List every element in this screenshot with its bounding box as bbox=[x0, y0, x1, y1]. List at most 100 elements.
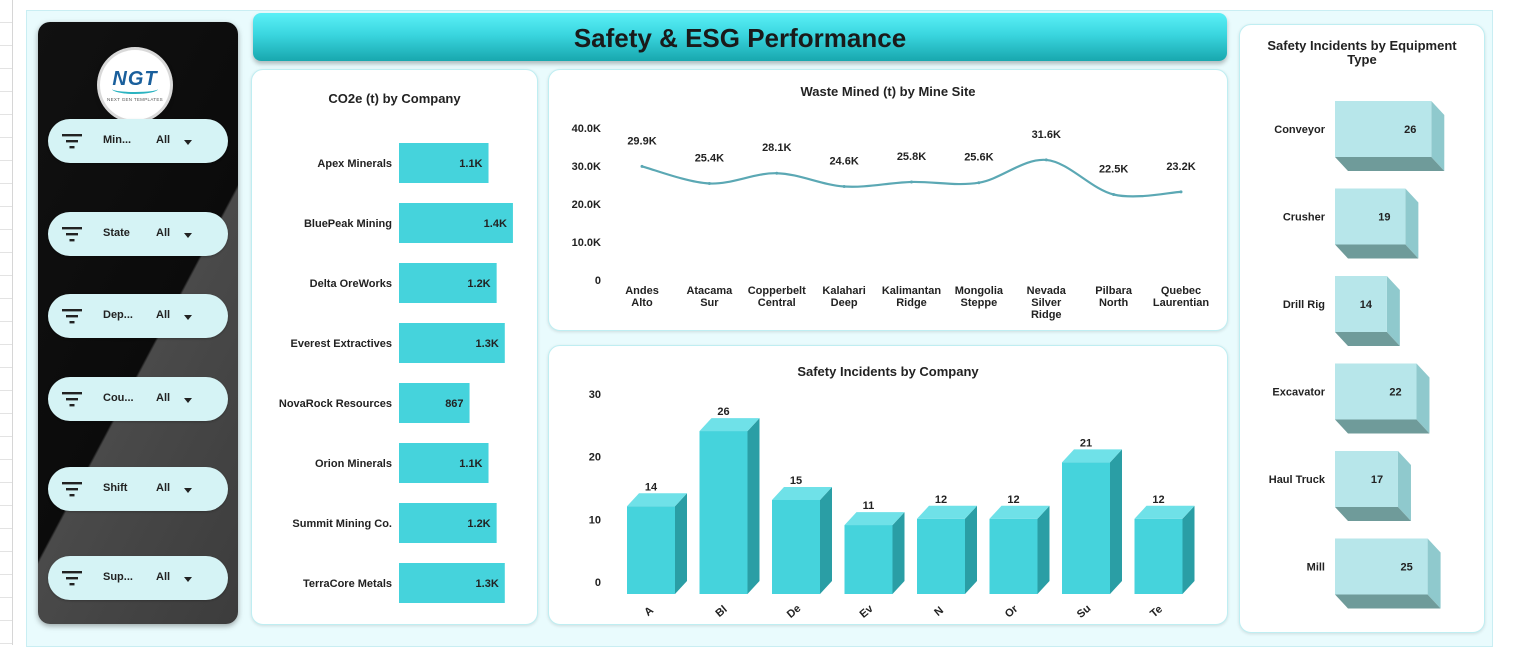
filter-value[interactable]: All bbox=[156, 571, 171, 583]
waste-data-label: 31.6K bbox=[1032, 129, 1061, 141]
logo: NGT NEXT GEN TEMPLATES bbox=[100, 50, 170, 120]
title-banner: Safety & ESG Performance bbox=[253, 13, 1227, 61]
waste-y-tick-label: 30.0K bbox=[572, 161, 601, 173]
incidents-chart: 0 10 20 30 14 A 26 Bl 15 De 11 Ev 12 N 12 Or 21 Su 12 Te bbox=[589, 389, 1195, 621]
incidents-x-tick-label: N bbox=[932, 605, 946, 619]
waste-chart: 0 10.0K 20.0K 30.0K 40.0K 29.9K Andes Alto 25.4K… bbox=[572, 123, 1210, 321]
chevron-down-icon[interactable] bbox=[184, 315, 192, 320]
incidents-bar-top bbox=[627, 493, 687, 507]
equipment-data-label: 17 bbox=[1371, 474, 1383, 486]
incidents-bar bbox=[627, 506, 675, 594]
co2-category-label: Apex Minerals bbox=[317, 158, 392, 170]
chevron-down-icon[interactable] bbox=[184, 577, 192, 582]
equipment-bar bbox=[1335, 276, 1387, 332]
co2-bar bbox=[399, 323, 505, 363]
equipment-category-label: Crusher bbox=[1283, 212, 1326, 224]
equipment-bar-bottom bbox=[1335, 244, 1419, 259]
equipment-category-label: Conveyor bbox=[1274, 124, 1325, 136]
equipment-category-label: Haul Truck bbox=[1269, 474, 1326, 486]
incidents-bar-side bbox=[1182, 505, 1195, 594]
waste-point bbox=[842, 185, 846, 189]
filter-supervisor[interactable]: Sup... All bbox=[48, 556, 228, 600]
equipment-bar-bottom bbox=[1335, 157, 1445, 171]
incidents-bar-side bbox=[965, 505, 977, 594]
co2-category-label: Everest Extractives bbox=[290, 338, 392, 350]
incidents-bar bbox=[699, 431, 748, 594]
incidents-bar-side bbox=[1037, 505, 1050, 594]
incidents-bar bbox=[917, 518, 965, 594]
incidents-y-tick-label: 10 bbox=[589, 514, 601, 526]
chevron-down-icon[interactable] bbox=[184, 488, 192, 493]
waste-x-tick-label: Nevada Silver Ridge bbox=[1027, 285, 1067, 321]
equipment-chart-title: Safety Incidents by Equipment Type bbox=[1267, 38, 1457, 67]
incidents-data-label: 11 bbox=[863, 500, 875, 512]
co2-data-label: 1.2K bbox=[467, 518, 490, 530]
equipment-bar bbox=[1335, 451, 1398, 507]
filter-country[interactable]: Cou... All bbox=[48, 377, 228, 421]
co2-bar bbox=[399, 263, 497, 303]
filter-value[interactable]: All bbox=[156, 134, 171, 146]
filter-label: Dep... bbox=[103, 309, 133, 321]
waste-x-tick-label: Kalimantan Ridge bbox=[882, 285, 942, 309]
filter-icon bbox=[62, 392, 82, 407]
co2-data-label: 1.3K bbox=[476, 338, 499, 350]
chevron-down-icon[interactable] bbox=[184, 140, 192, 145]
equipment-bar-bottom bbox=[1335, 507, 1411, 521]
incidents-x-tick-label: Bl bbox=[714, 604, 730, 620]
incidents-chart-panel: Safety Incidents by Company 0 10 20 30 14 A 26… bbox=[548, 345, 1228, 625]
filter-state[interactable]: State All bbox=[48, 212, 228, 256]
filter-value[interactable]: All bbox=[156, 482, 171, 494]
incidents-bar bbox=[1062, 462, 1110, 594]
incidents-y-tick-label: 20 bbox=[589, 452, 601, 464]
co2-data-label: 1.1K bbox=[459, 458, 482, 470]
filter-shift[interactable]: Shift All bbox=[48, 467, 228, 511]
filter-icon bbox=[62, 482, 82, 497]
incidents-bar-top bbox=[917, 505, 977, 519]
co2-chart-title: CO2e (t) by Company bbox=[328, 91, 461, 106]
co2-bar bbox=[399, 503, 497, 543]
equipment-bar-side bbox=[1397, 451, 1411, 521]
incidents-data-label: 12 bbox=[1152, 494, 1164, 506]
filter-icon bbox=[62, 309, 82, 324]
filter-value[interactable]: All bbox=[156, 227, 171, 239]
filter-mine[interactable]: Min... All bbox=[48, 119, 228, 163]
incidents-bar bbox=[844, 525, 893, 594]
co2-category-label: Delta OreWorks bbox=[310, 278, 392, 290]
waste-chart-panel: Waste Mined (t) by Mine Site 0 10.0K 20.0K… bbox=[548, 69, 1228, 331]
filter-icon bbox=[62, 134, 82, 149]
waste-x-tick-label: Kalahari Deep bbox=[822, 285, 865, 309]
filter-icon bbox=[62, 227, 82, 242]
waste-point bbox=[775, 171, 779, 175]
spreadsheet-row-edge bbox=[0, 0, 13, 645]
co2-category-label: TerraCore Metals bbox=[303, 578, 392, 590]
co2-data-label: 867 bbox=[445, 398, 463, 410]
incidents-bar-top bbox=[1134, 505, 1195, 519]
equipment-chart: Conveyor 26 Crusher 19 Drill Rig 14 Excavator 2… bbox=[1269, 101, 1445, 609]
incidents-bar-side bbox=[747, 418, 760, 594]
filter-value[interactable]: All bbox=[156, 309, 171, 321]
filter-department[interactable]: Dep... All bbox=[48, 294, 228, 338]
equipment-category-label: Drill Rig bbox=[1283, 299, 1325, 311]
incidents-bar-side bbox=[1110, 449, 1122, 594]
incidents-y-tick-label: 30 bbox=[589, 389, 601, 401]
waste-x-tick-label: Atacama Sur bbox=[686, 285, 733, 309]
filter-value[interactable]: All bbox=[156, 392, 171, 404]
incidents-bar-top bbox=[699, 418, 760, 432]
waste-x-tick-label: Andes Alto bbox=[625, 285, 659, 309]
waste-y-tick-label: 40.0K bbox=[572, 123, 601, 135]
chevron-down-icon[interactable] bbox=[184, 398, 192, 403]
filter-label: Sup... bbox=[103, 571, 133, 583]
equipment-bar-bottom bbox=[1335, 594, 1441, 609]
waste-data-label: 23.2K bbox=[1166, 161, 1195, 173]
co2-data-label: 1.4K bbox=[484, 218, 507, 230]
filter-label: Min... bbox=[103, 134, 132, 146]
incidents-data-label: 26 bbox=[717, 406, 729, 418]
equipment-chart-panel: Safety Incidents by Equipment Type Conve… bbox=[1239, 24, 1485, 633]
waste-point bbox=[1044, 158, 1048, 162]
waste-data-label: 25.6K bbox=[964, 152, 993, 164]
waste-data-label: 29.9K bbox=[627, 135, 656, 147]
incidents-data-label: 12 bbox=[935, 494, 947, 506]
chevron-down-icon[interactable] bbox=[184, 233, 192, 238]
co2-data-label: 1.3K bbox=[476, 578, 499, 590]
waste-data-label: 25.4K bbox=[695, 152, 724, 164]
